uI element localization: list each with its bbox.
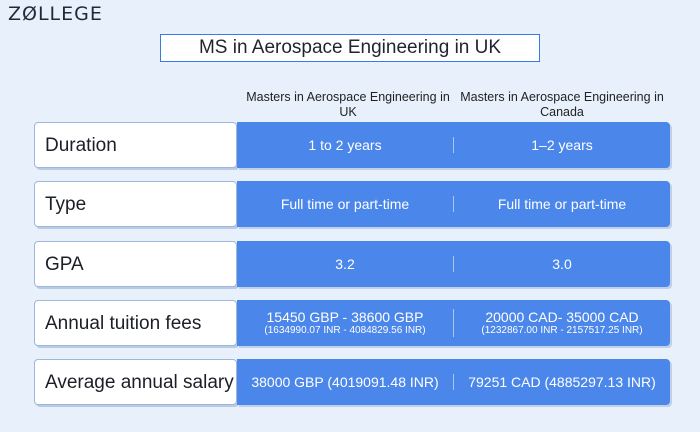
value-canada-main: 20000 CAD- 35000 CAD [485, 309, 639, 325]
zollege-logo: ZØLLEGE [8, 3, 103, 25]
table-row-gpa: GPA 3.2 3.0 [34, 241, 670, 287]
column-header-uk: Masters in Aerospace Engineering in UK [246, 90, 450, 119]
row-label: Type [34, 181, 237, 227]
value-uk: 1 to 2 years [237, 137, 454, 153]
row-values: 15450 GBP - 38600 GBP (1634990.07 INR - … [237, 300, 670, 346]
value-uk: 38000 GBP (4019091.48 INR) [237, 374, 454, 390]
title-box: MS in Aerospace Engineering in UK [160, 34, 540, 62]
value-canada: 1–2 years [531, 137, 593, 153]
column-header-canada: Masters in Aerospace Engineering in Cana… [460, 90, 664, 119]
page-title: MS in Aerospace Engineering in UK [198, 37, 502, 58]
table-row-tuition: Annual tuition fees 15450 GBP - 38600 GB… [34, 300, 670, 346]
value-canada-inr: (1232867.00 INR - 2157517.25 INR) [481, 325, 643, 336]
value-canada: 3.0 [552, 256, 572, 272]
value-uk-inr: (1634990.07 INR - 4084829.56 INR) [264, 325, 426, 336]
table-row-type: Type Full time or part-time Full time or… [34, 181, 670, 227]
row-label: Annual tuition fees [34, 300, 237, 346]
row-label: Duration [34, 122, 237, 168]
row-values: 3.2 3.0 [237, 241, 670, 287]
value-uk: 15450 GBP - 38600 GBP (1634990.07 INR - … [237, 309, 454, 337]
value-uk-main: 15450 GBP - 38600 GBP [266, 309, 424, 325]
value-canada: 79251 CAD (4885297.13 INR) [468, 374, 656, 390]
row-values: Full time or part-time Full time or part… [237, 181, 670, 227]
value-uk: Full time or part-time [237, 196, 454, 212]
row-label: Average annual salary [34, 359, 237, 405]
table-row-duration: Duration 1 to 2 years 1–2 years [34, 122, 670, 168]
value-uk: 3.2 [237, 256, 454, 272]
row-values: 1 to 2 years 1–2 years [237, 122, 670, 168]
value-canada: Full time or part-time [497, 196, 627, 212]
row-label: GPA [34, 241, 237, 287]
row-values: 38000 GBP (4019091.48 INR) 79251 CAD (48… [237, 359, 670, 405]
value-canada: 20000 CAD- 35000 CAD (1232867.00 INR - 2… [454, 309, 670, 337]
table-row-salary: Average annual salary 38000 GBP (4019091… [34, 359, 670, 405]
